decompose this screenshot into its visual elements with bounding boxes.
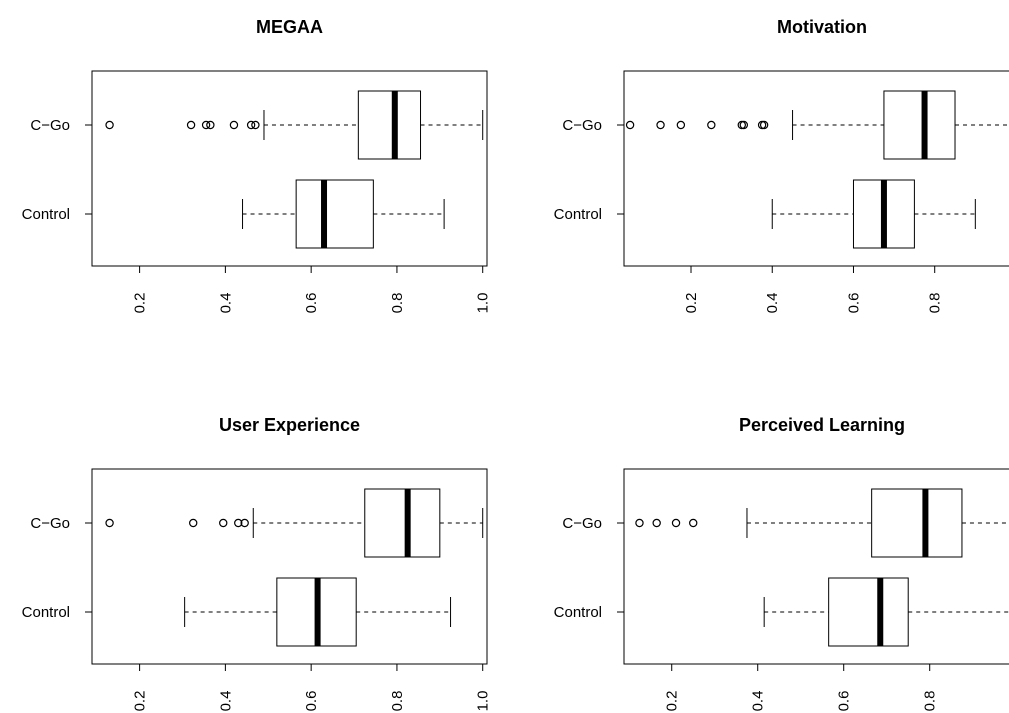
category-label: C−Go xyxy=(30,515,70,532)
x-tick-label: 0.8 xyxy=(389,293,406,314)
x-tick-label: 1.0 xyxy=(475,293,492,314)
panel-title: Motivation xyxy=(777,17,867,37)
category-label: Control xyxy=(554,206,602,223)
category-label: C−Go xyxy=(562,117,602,134)
box-cgo: C−Go xyxy=(562,90,1009,160)
outlier-point xyxy=(189,518,198,528)
outlier-point xyxy=(206,120,215,130)
plot-frame xyxy=(91,70,488,267)
outlier-point xyxy=(105,518,114,528)
outlier-point xyxy=(625,120,635,130)
x-tick-label: 0.6 xyxy=(303,691,320,712)
x-tick-label: 0.4 xyxy=(217,691,234,712)
x-tick-label: 0.2 xyxy=(132,691,149,712)
x-tick-label: 0.6 xyxy=(836,691,853,712)
panel-title: User Experience xyxy=(219,415,360,435)
x-tick-label: 0.2 xyxy=(664,691,681,712)
outlier-point xyxy=(105,120,114,130)
x-tick-label: 0.4 xyxy=(750,691,767,712)
iqr-box xyxy=(871,488,963,558)
panel-title: Perceived Learning xyxy=(739,415,905,435)
x-tick-label: 1.0 xyxy=(475,691,492,712)
box-cgo: C−Go xyxy=(30,488,484,558)
outlier-point xyxy=(635,518,644,528)
x-tick-label: 0.2 xyxy=(132,293,149,314)
outlier-point xyxy=(656,120,665,130)
box-control: Control xyxy=(554,577,1009,647)
panel-perceived-learning: Perceived Learning 0.2 0.4 0.6 0.8 1.0 C−Go Co… xyxy=(554,415,1009,711)
outlier-point xyxy=(229,120,239,130)
x-tick-label: 0.4 xyxy=(217,293,234,314)
box-control: Control xyxy=(22,179,445,249)
category-label: C−Go xyxy=(562,515,602,532)
plot-frame xyxy=(91,468,488,665)
outlier-point xyxy=(234,518,243,528)
category-label: Control xyxy=(22,206,70,223)
iqr-box xyxy=(828,577,909,647)
box-control: Control xyxy=(554,179,976,249)
outlier-point xyxy=(689,518,698,528)
outlier-point xyxy=(201,120,211,130)
x-tick-label: 0.2 xyxy=(683,293,700,314)
iqr-box xyxy=(357,90,422,160)
x-tick-label: 0.6 xyxy=(303,293,320,314)
iqr-box xyxy=(364,488,441,558)
outlier-point xyxy=(219,518,228,528)
category-label: C−Go xyxy=(30,117,70,134)
panel-title: MEGAA xyxy=(256,17,323,37)
outlier-point xyxy=(246,120,256,130)
outlier-point xyxy=(739,120,749,130)
outlier-point xyxy=(240,518,249,528)
x-tick-label: 1.0 xyxy=(1008,691,1009,712)
x-tick-label: 1.0 xyxy=(1008,293,1009,314)
category-label: Control xyxy=(554,604,602,621)
panel-user-experience: User Experience 0.2 0.4 0.6 0.8 1.0 C−Go Contr… xyxy=(22,415,492,711)
iqr-box xyxy=(883,90,956,160)
category-label: Control xyxy=(22,604,70,621)
panel-motivation: Motivation 0.2 0.4 0.6 0.8 1.0 C−Go Control xyxy=(554,17,1009,313)
outlier-point xyxy=(759,120,769,130)
x-tick-label: 0.8 xyxy=(927,293,944,314)
panel-megaa: MEGAA 0.2 0.4 0.6 0.8 1.0 C−Go Control xyxy=(22,17,492,313)
outlier-point xyxy=(186,120,196,130)
outlier-point xyxy=(251,120,260,130)
outlier-point xyxy=(707,120,716,130)
box-cgo: C−Go xyxy=(562,488,1009,558)
x-tick-label: 0.8 xyxy=(389,691,406,712)
outlier-point xyxy=(671,518,681,528)
iqr-box xyxy=(295,179,374,249)
x-tick-label: 0.6 xyxy=(845,293,862,314)
plot-frame xyxy=(623,70,1009,267)
x-tick-label: 0.8 xyxy=(922,691,939,712)
x-tick-label: 0.4 xyxy=(764,293,781,314)
outlier-point xyxy=(652,518,661,528)
outlier-point xyxy=(676,120,686,130)
box-control: Control xyxy=(22,577,452,647)
box-cgo: C−Go xyxy=(30,90,484,160)
plot-frame xyxy=(623,468,1009,665)
